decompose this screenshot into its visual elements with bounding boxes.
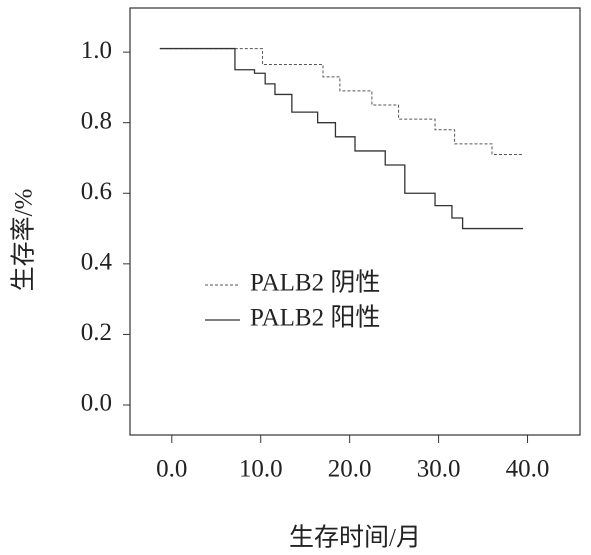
x-tick-label: 10.0 [239, 456, 283, 483]
plot-frame [129, 7, 581, 436]
legend-label: PALB2 阴性 [250, 269, 380, 297]
y-tick-label: 0.0 [81, 390, 112, 417]
y-tick-label: 0.6 [81, 178, 112, 205]
survival-curve [159, 48, 524, 155]
y-axis-label: 生存率/% [10, 189, 38, 292]
y-tick-label: 0.4 [81, 249, 113, 276]
survival-curve [159, 47, 524, 230]
x-tick-label: 0.0 [156, 456, 187, 483]
x-tick-label: 40.0 [506, 456, 550, 483]
y-tick-label: 0.8 [81, 107, 112, 134]
y-tick-label: 1.0 [81, 37, 112, 64]
y-tick-label: 0.2 [81, 319, 112, 346]
x-axis-label: 生存时间/月 [289, 524, 421, 552]
x-tick-label: 20.0 [328, 456, 372, 483]
x-tick-label: 30.0 [417, 456, 461, 483]
legend-label: PALB2 阳性 [250, 304, 380, 332]
